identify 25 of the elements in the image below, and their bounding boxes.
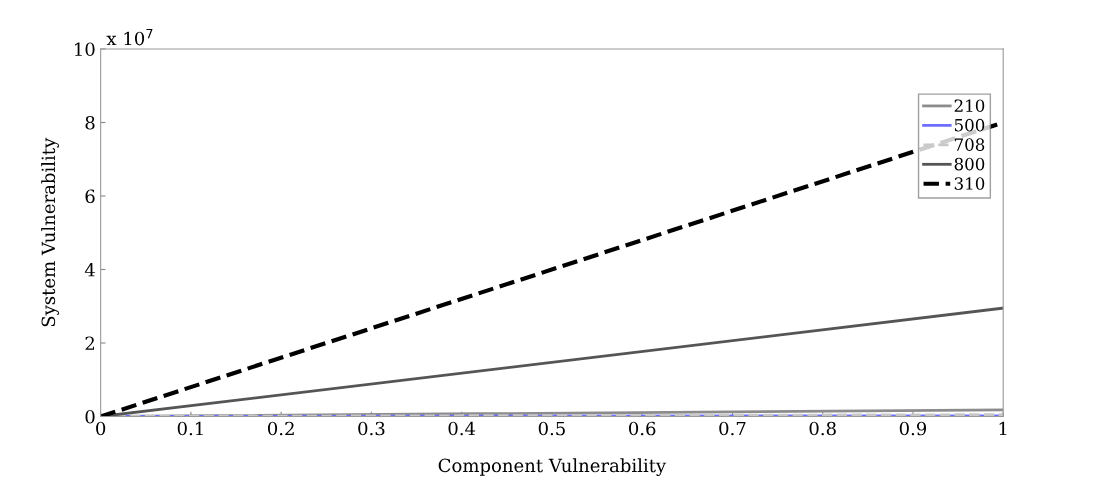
- x-tick-label: 1: [999, 421, 1007, 436]
- x-tick-label: 0.7: [719, 421, 746, 436]
- x-tick-label: 0.5: [538, 421, 565, 436]
- x-tick-label: 0.9: [899, 421, 927, 436]
- legend-label: 500: [954, 118, 985, 132]
- x-axis-title: Component Vulnerability: [438, 458, 667, 477]
- legend-label: 210: [954, 99, 985, 112]
- x-tick-label: 0: [96, 421, 106, 436]
- x-tick-label: 0.3: [358, 421, 385, 436]
- x-tick-label: 0.1: [177, 421, 203, 436]
- legend-label: 310: [954, 177, 985, 190]
- legend-label: 800: [954, 157, 985, 171]
- legend-label: 708: [954, 138, 985, 151]
- x-tick-label: 0.8: [809, 421, 836, 436]
- x-tick-label: 0.2: [267, 421, 294, 436]
- y-tick-label: 2: [85, 336, 95, 350]
- y-tick-label: 0: [85, 409, 95, 424]
- y-tick-label: 10: [75, 42, 95, 57]
- x-tick-label: 0.4: [448, 421, 476, 436]
- y-tick-label: 6: [85, 189, 95, 204]
- text: x 10$^{7}$: [106, 29, 153, 46]
- x-tick-label: 0.6: [629, 421, 656, 436]
- y-tick-label: 4: [84, 262, 95, 277]
- y-tick-label: 8: [85, 115, 95, 130]
- y-axis-title: System Vulnerability: [41, 137, 59, 327]
